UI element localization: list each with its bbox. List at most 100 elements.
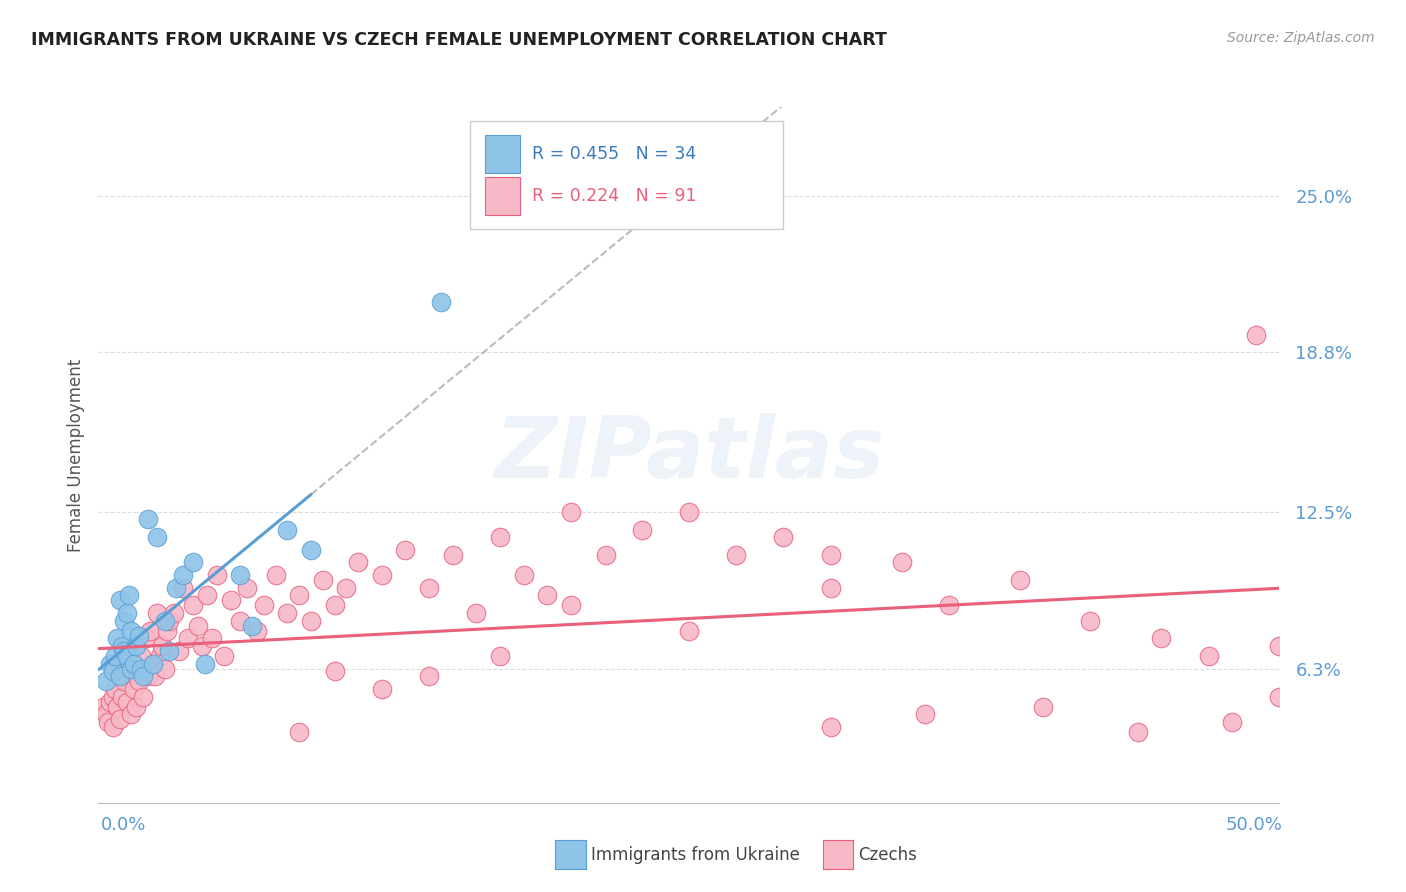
Point	[1268, 639, 1291, 653]
Point	[1008, 573, 1031, 587]
Point	[98, 695, 121, 709]
Text: Source: ZipAtlas.com: Source: ZipAtlas.com	[1227, 31, 1375, 45]
Point	[101, 720, 124, 734]
Point	[146, 606, 169, 620]
Point	[371, 681, 394, 696]
Point	[560, 505, 582, 519]
Text: Czechs: Czechs	[858, 846, 917, 863]
Point	[1150, 632, 1173, 646]
Point	[163, 606, 186, 620]
Point	[129, 648, 152, 663]
Point	[136, 669, 159, 683]
Point	[115, 648, 138, 663]
Point	[1198, 648, 1220, 663]
Point	[122, 681, 145, 696]
Point	[212, 648, 235, 663]
Point	[394, 542, 416, 557]
Point	[323, 665, 346, 679]
Point	[489, 648, 512, 663]
Text: Immigrants from Ukraine: Immigrants from Ukraine	[591, 846, 800, 863]
Point	[97, 714, 120, 729]
Bar	[485, 136, 520, 173]
Point	[128, 674, 150, 689]
Point	[165, 581, 187, 595]
Point	[418, 669, 440, 683]
Point	[323, 599, 346, 613]
Point	[1032, 699, 1054, 714]
Point	[678, 505, 700, 519]
Point	[118, 662, 141, 676]
Point	[146, 530, 169, 544]
Point	[115, 695, 138, 709]
Point	[105, 699, 128, 714]
Point	[1220, 714, 1243, 729]
Point	[347, 556, 370, 570]
Point	[157, 614, 180, 628]
Point	[105, 632, 128, 646]
Point	[128, 629, 150, 643]
Point	[98, 657, 121, 671]
Point	[264, 568, 287, 582]
Point	[246, 624, 269, 638]
Point	[181, 556, 204, 570]
Point	[172, 581, 194, 595]
Text: R = 0.455   N = 34: R = 0.455 N = 34	[531, 145, 696, 163]
Point	[177, 632, 200, 646]
Point	[820, 548, 842, 562]
Point	[938, 599, 960, 613]
Point	[191, 639, 214, 653]
Point	[820, 581, 842, 595]
Point	[299, 614, 322, 628]
Point	[157, 644, 180, 658]
Point	[112, 674, 135, 689]
Bar	[485, 177, 520, 215]
Text: R = 0.224   N = 91: R = 0.224 N = 91	[531, 187, 696, 205]
Point	[122, 657, 145, 671]
Point	[914, 707, 936, 722]
Point	[115, 606, 138, 620]
Point	[312, 573, 335, 587]
Point	[142, 657, 165, 671]
Point	[104, 681, 127, 696]
Point	[153, 614, 176, 628]
Text: 0.0%: 0.0%	[101, 816, 146, 834]
Point	[1126, 725, 1149, 739]
Point	[156, 624, 179, 638]
Y-axis label: Female Unemployment: Female Unemployment	[66, 359, 84, 551]
Point	[132, 669, 155, 683]
Point	[142, 657, 165, 671]
Point	[236, 581, 259, 595]
Point	[112, 644, 135, 658]
Point	[512, 568, 534, 582]
Point	[219, 593, 242, 607]
Point	[94, 707, 117, 722]
Point	[890, 556, 912, 570]
Point	[121, 624, 143, 638]
Point	[201, 632, 224, 646]
Point	[125, 639, 148, 653]
Point	[299, 542, 322, 557]
Point	[153, 662, 176, 676]
Point	[132, 690, 155, 704]
Point	[121, 707, 143, 722]
Point	[371, 568, 394, 582]
Point	[1268, 690, 1291, 704]
Point	[129, 662, 152, 676]
Point	[288, 725, 311, 739]
Point	[489, 530, 512, 544]
Point	[135, 632, 157, 646]
Point	[195, 588, 218, 602]
Point	[465, 606, 488, 620]
Point	[772, 530, 794, 544]
Point	[595, 548, 617, 562]
Point	[335, 581, 357, 595]
Point	[108, 593, 131, 607]
Point	[678, 624, 700, 638]
Point	[205, 568, 228, 582]
Text: 50.0%: 50.0%	[1226, 816, 1282, 834]
Text: ZIPatlas: ZIPatlas	[494, 413, 884, 497]
Point	[167, 644, 190, 658]
Point	[820, 720, 842, 734]
Point	[630, 523, 652, 537]
Point	[139, 624, 162, 638]
